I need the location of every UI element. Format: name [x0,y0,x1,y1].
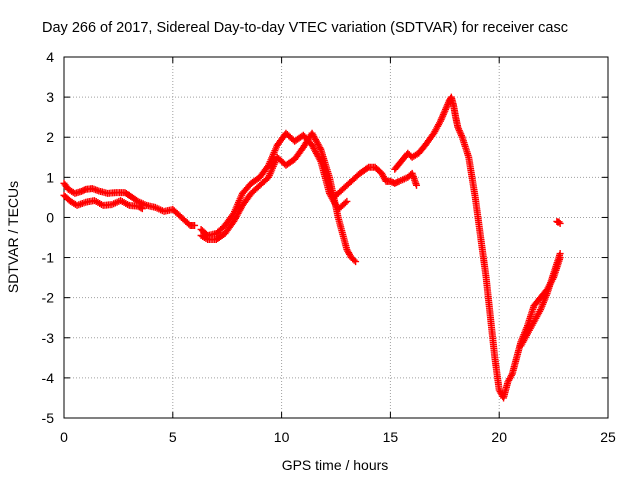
data-point-seg5 [363,164,371,172]
x-tick-label: 0 [60,429,68,445]
plot-border [63,56,609,419]
y-tick-label: -3 [42,330,55,346]
data-point-seg4a [350,256,358,264]
data-points [60,93,564,402]
x-tick-label: 20 [491,429,507,445]
y-tick-label: 2 [46,129,54,145]
data-point-lower [138,205,146,213]
plot-frame [63,56,609,419]
data-point-seg7 [556,250,564,258]
data-point-seg4a [316,144,324,152]
y-tick-label: -5 [42,410,55,426]
data-point-seg8 [555,218,563,226]
x-tick-label: 10 [274,429,290,445]
axis-ticks: 0 5 10 15 20 25 -5 -4 -3 -2 -1 0 1 2 3 4 [42,49,616,445]
x-tick-label: 5 [169,429,177,445]
x-tick-label: 15 [383,429,399,445]
x-axis-label: GPS time / hours [282,457,389,473]
y-tick-label: 3 [46,89,54,105]
data-point-seg3 [191,221,199,229]
data-point-seg4a [352,258,360,266]
data-point-seg5 [413,181,421,189]
y-tick-label: 1 [46,169,54,185]
data-point-seg4b [316,156,324,164]
y-tick-label: 0 [46,209,54,225]
y-tick-label: -1 [42,250,55,266]
data-point-seg8 [556,219,564,227]
y-tick-label: -4 [42,370,55,386]
x-tick-label: 25 [600,429,616,445]
data-point-seg4b [343,197,351,205]
y-axis-label: SDTVAR / TECUs [5,181,21,293]
chart-title: Day 266 of 2017, Sidereal Day-to-day VTE… [42,20,568,36]
y-tick-label: -2 [42,290,55,306]
y-tick-label: 4 [46,49,54,65]
data-point-seg6 [507,371,515,379]
grid-lines [64,57,608,418]
data-point-seg4b [341,199,349,207]
